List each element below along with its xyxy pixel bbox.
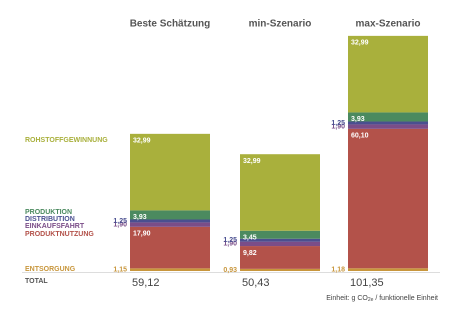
bar-segment <box>348 121 428 125</box>
bar-segment <box>240 268 320 271</box>
bar-segment <box>130 133 210 211</box>
bar-segment <box>348 112 428 122</box>
bar-segment <box>348 268 428 271</box>
value-label: 32,99 <box>351 40 369 47</box>
unit-note: Einheit: g CO2e / funktionelle Einheit <box>326 295 438 303</box>
value-label: 60,10 <box>351 133 369 140</box>
value-label: 0,93 <box>223 267 237 274</box>
legend-label: PRODUKTION <box>25 209 72 216</box>
bar-segment <box>240 230 320 239</box>
value-label: 9,82 <box>243 250 257 257</box>
value-label: 1,25 <box>331 120 345 127</box>
legend-label: ENTSORGUNG <box>25 266 76 273</box>
bar-segment <box>130 210 210 220</box>
bar-segment <box>348 35 428 113</box>
bar-segment <box>348 128 428 269</box>
bar-segment <box>240 238 320 242</box>
legend-label: ROHSTOFFGEWINNUNG <box>25 137 108 144</box>
value-label: 1,90 <box>331 123 345 130</box>
legend-label: DISTRIBUTION <box>25 216 75 223</box>
value-label: 1,90 <box>113 221 127 228</box>
category-label: min-Szenario <box>249 19 312 30</box>
bar-segment <box>130 222 210 227</box>
value-label: 32,99 <box>133 138 151 145</box>
legend-label: PRODUKTNUTZUNG <box>25 231 94 238</box>
value-label: 32,99 <box>243 158 261 165</box>
bar-segment <box>348 124 428 129</box>
category-label: Beste Schätzung <box>130 19 211 30</box>
value-label: 17,90 <box>133 231 151 238</box>
unit-prefix: Einheit: g CO <box>326 295 368 302</box>
total-label: 101,35 <box>350 277 384 289</box>
value-label: 1,18 <box>331 266 345 273</box>
value-label: 3,93 <box>351 116 365 123</box>
unit-subscript: 2e <box>368 297 374 303</box>
value-label: 1,15 <box>113 267 127 274</box>
value-label: 3,45 <box>243 235 257 242</box>
bar-segment <box>130 268 210 271</box>
total-label: 50,43 <box>242 277 270 289</box>
value-label: 1,25 <box>113 218 127 225</box>
bar-segment <box>240 154 320 231</box>
total-title: TOTAL <box>25 278 48 285</box>
category-label: max-Szenario <box>355 19 420 30</box>
value-label: 3,93 <box>133 214 147 221</box>
bar-segment <box>240 241 320 247</box>
total-label: 59,12 <box>132 277 160 289</box>
bar-segment <box>130 219 210 223</box>
value-label: 1,25 <box>223 237 237 244</box>
unit-suffix: / funktionelle Einheit <box>373 295 438 302</box>
bar-segment <box>130 226 210 269</box>
bar-segment <box>240 246 320 269</box>
legend-label: EINKAUFSFAHRT <box>25 223 85 230</box>
value-label: 1,90 <box>223 241 237 248</box>
